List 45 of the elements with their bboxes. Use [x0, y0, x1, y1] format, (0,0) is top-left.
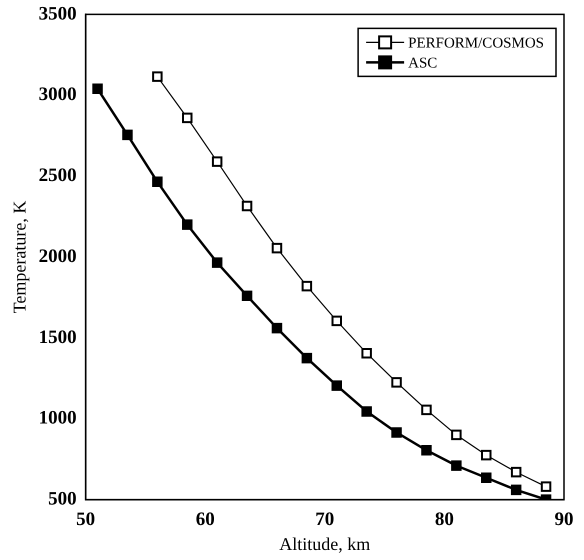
- point: [272, 322, 282, 334]
- point: [302, 352, 312, 364]
- point: [391, 377, 402, 388]
- point: [242, 290, 252, 302]
- y-tick-label: 2500: [38, 165, 77, 186]
- point: [182, 112, 193, 124]
- y-tick-label: 2000: [38, 246, 77, 267]
- point: [391, 427, 402, 438]
- point: [332, 380, 342, 391]
- y-tick-label: 1500: [38, 326, 77, 348]
- point: [510, 484, 522, 496]
- point: [152, 176, 163, 188]
- legend-label: ASC: [408, 55, 438, 72]
- point: [540, 481, 552, 492]
- y-tick-label: 1000: [38, 408, 77, 429]
- point: [182, 219, 193, 230]
- point: [361, 348, 372, 358]
- point: [152, 71, 163, 82]
- y-axis-title: Temperature, K: [10, 200, 30, 314]
- point: [302, 280, 312, 292]
- point: [481, 450, 492, 460]
- x-tick-label: 90: [554, 508, 574, 530]
- x-axis-title: Altitude, km: [279, 534, 370, 554]
- point: [481, 472, 492, 484]
- y-tick-label: 500: [48, 488, 77, 510]
- point: [332, 316, 342, 326]
- x-tick-label: 70: [315, 508, 334, 530]
- point: [361, 406, 372, 417]
- x-tick-label: 60: [196, 508, 215, 530]
- point: [272, 242, 282, 254]
- y-tick-label: 3000: [38, 84, 77, 106]
- y-tick-label: 3500: [38, 3, 77, 24]
- point: [510, 466, 522, 478]
- legend-label: PERFORM/COSMOS: [408, 35, 544, 52]
- x-tick-label: 50: [76, 508, 96, 530]
- point: [212, 257, 222, 268]
- point: [451, 430, 462, 440]
- point: [92, 84, 103, 94]
- point: [242, 200, 252, 212]
- point: [212, 156, 222, 167]
- point: [421, 445, 432, 456]
- point: [421, 404, 432, 416]
- x-tick-label: 80: [434, 508, 454, 530]
- point: [451, 460, 462, 471]
- point: [122, 130, 133, 140]
